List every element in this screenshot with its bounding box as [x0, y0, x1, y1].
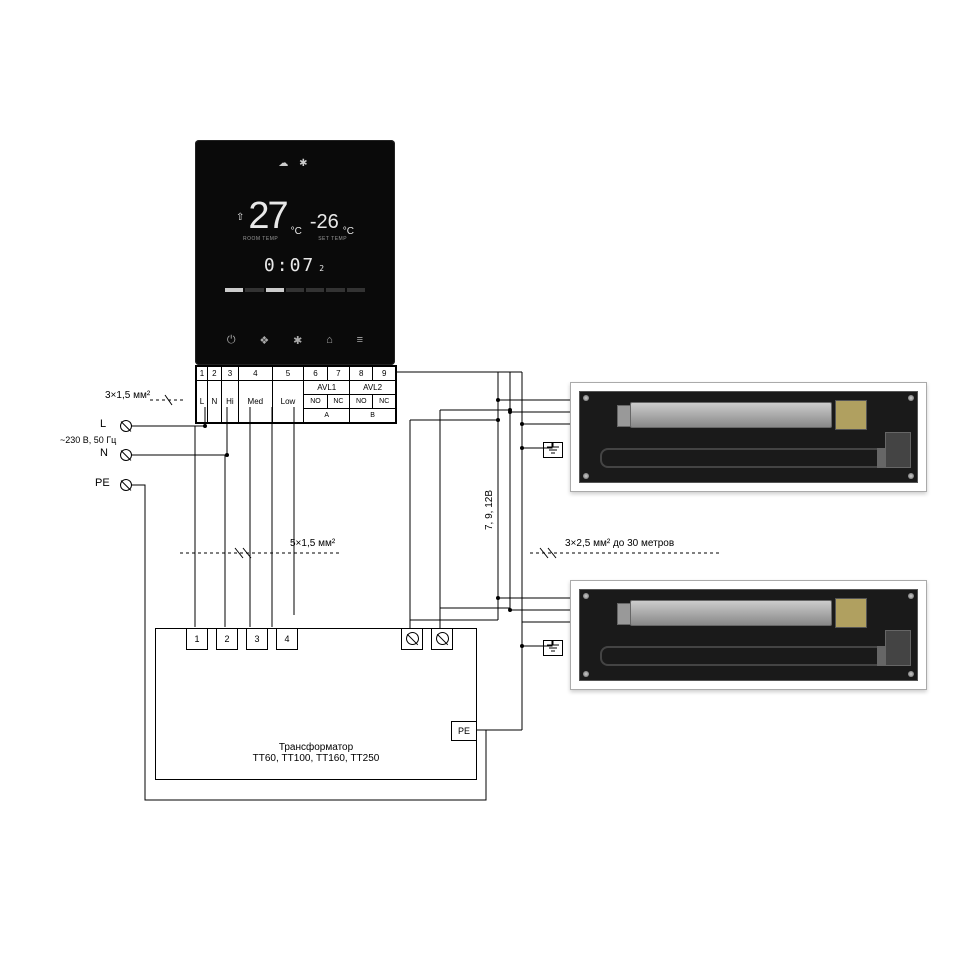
menu-icon[interactable]: ≡ — [357, 334, 363, 347]
output-cable-spec: 3×2,5 мм² до 30 метров — [565, 538, 674, 549]
power-icon[interactable]: ⏻ — [227, 334, 236, 347]
time-value: 0:07 — [264, 255, 315, 276]
temp-unit-2: °C — [343, 226, 354, 237]
ground-symbol-1 — [543, 442, 563, 462]
terminal-labels-row: L N Hi Med Low AVL1 AVL2 — [197, 381, 396, 395]
mid-cable-spec: 5×1,5 мм² — [290, 538, 335, 549]
trans-pe-terminal: PE — [451, 721, 477, 741]
convector-2-fan — [630, 600, 832, 626]
PE-label: PE — [95, 477, 110, 489]
trans-terminal-2: 2 — [216, 628, 238, 650]
fan-icon[interactable]: ✱ — [293, 334, 302, 347]
input-cable-spec: 3×1,5 мм² — [105, 390, 150, 401]
supply-label: ~230 В, 50 Гц — [60, 435, 116, 445]
convector-2-heater — [600, 646, 877, 666]
thermostat-schedule-bars — [225, 288, 365, 292]
transformer-label: Трансформатор ТТ60, ТТ100, ТТ160, ТТ250 — [253, 742, 380, 764]
set-temp-value: -26 — [310, 211, 339, 234]
N-terminal — [120, 449, 132, 461]
convector-1-motor — [835, 400, 867, 430]
room-temp-value: 27 — [248, 195, 286, 238]
room-temp-label: ROOM TEMP — [243, 236, 278, 242]
transformer-box: 1 2 3 4 PE Трансформатор ТТ60, ТТ100, ТТ… — [155, 628, 477, 780]
trans-label-1: Трансформатор — [279, 742, 353, 753]
trans-terminal-4: 4 — [276, 628, 298, 650]
trans-terminal-3: 3 — [246, 628, 268, 650]
trans-output-1 — [401, 628, 423, 650]
convector-unit-1 — [570, 382, 927, 492]
L-terminal — [120, 420, 132, 432]
trans-terminal-1: 1 — [186, 628, 208, 650]
thermostat-terminal-block: 1 2 3 4 5 6 7 8 9 L N Hi Med Low AVL1 AV… — [195, 365, 397, 424]
L-label: L — [100, 418, 106, 430]
thermostat-time: 0:07 2 — [195, 255, 395, 276]
trans-label-2: ТТ60, ТТ100, ТТ160, ТТ250 — [253, 753, 380, 764]
thermostat-display: ⇧ 27 °C -26 °C ROOM TEMP SET TEMP — [195, 195, 395, 242]
N-label: N — [100, 447, 108, 459]
temp-unit: °C — [291, 226, 302, 237]
convector-2-badge — [885, 630, 911, 666]
time-sub: 2 — [319, 264, 326, 273]
ground-symbol-2 — [543, 640, 563, 660]
PE-terminal — [120, 479, 132, 491]
terminal-numbers-row: 1 2 3 4 5 6 7 8 9 — [197, 367, 396, 381]
thermostat-device: ☁ ✱ ⇧ 27 °C -26 °C ROOM TEMP SET TEMP 0:… — [195, 140, 395, 365]
convector-1-heater — [600, 448, 877, 468]
convector-unit-2 — [570, 580, 927, 690]
convector-1-badge — [885, 432, 911, 468]
convector-1-fan — [630, 402, 832, 428]
convector-2-motor — [835, 598, 867, 628]
voltage-label: 7, 9, 12В — [484, 490, 495, 530]
home-icon[interactable]: ⌂ — [326, 334, 333, 347]
thermostat-mode-icons: ☁ ✱ — [195, 158, 395, 169]
mode-icon[interactable]: ❖ — [259, 334, 269, 347]
trans-output-2 — [431, 628, 453, 650]
wiring-diagram: ☁ ✱ ⇧ 27 °C -26 °C ROOM TEMP SET TEMP 0:… — [0, 0, 970, 970]
thermostat-buttons: ⏻ ❖ ✱ ⌂ ≡ — [195, 334, 395, 347]
